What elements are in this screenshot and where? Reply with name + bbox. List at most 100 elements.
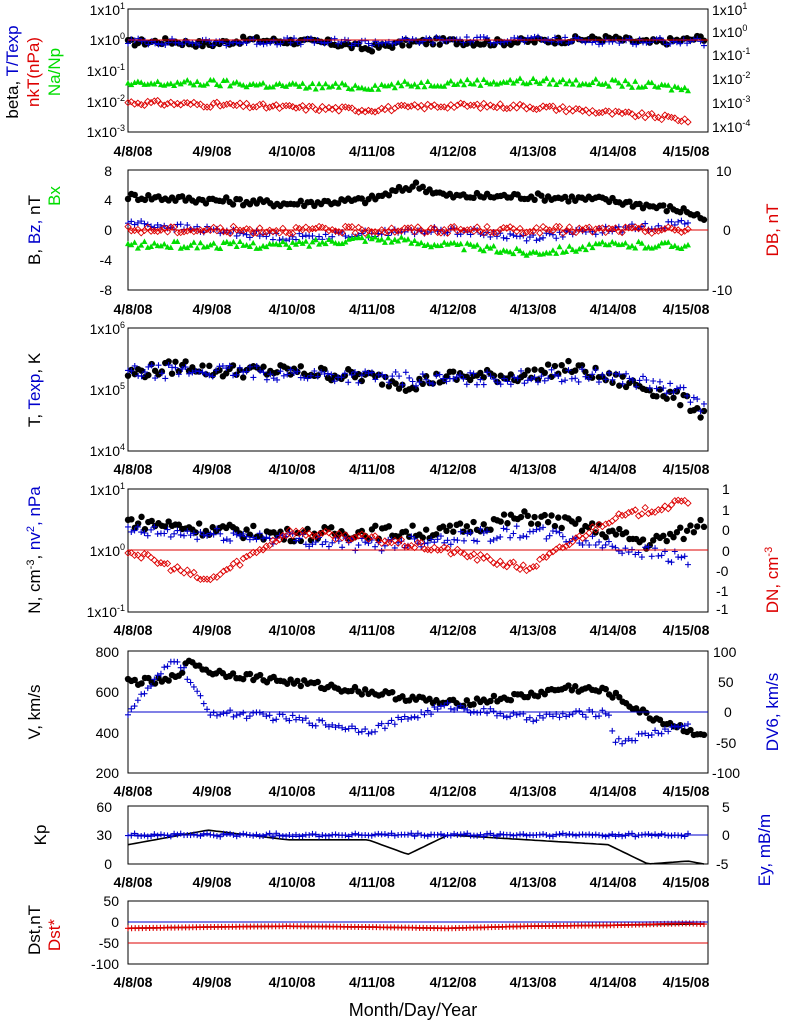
data-point-nkt-npa	[575, 105, 583, 113]
data-point-na-np	[615, 79, 622, 86]
p6-y-label: Kp	[31, 825, 50, 846]
data-point-na-np	[556, 78, 563, 85]
data-point-t-texp	[216, 38, 223, 45]
data-point-nv2	[197, 529, 204, 536]
data-point-dv6	[322, 721, 329, 728]
x-tick-label: 4/14/08	[590, 783, 637, 799]
data-point-dv6	[500, 713, 507, 720]
data-point-t-texp	[687, 38, 694, 45]
data-point-bx	[223, 238, 230, 245]
data-point-dv6	[246, 713, 253, 720]
data-point-bx	[230, 238, 237, 245]
data-point-t	[521, 371, 528, 379]
data-point-texp	[599, 371, 606, 378]
data-point-db	[582, 224, 590, 232]
data-point-t	[145, 371, 152, 379]
panel-5-left-ticks: 200 400 600 800	[96, 644, 120, 781]
x-tick-label: 4/8/08	[114, 143, 153, 159]
data-point-ey	[497, 830, 504, 837]
data-point-t-texp	[155, 41, 162, 48]
data-point-ey	[658, 830, 665, 837]
data-point-beta	[436, 41, 443, 48]
data-point-dv6	[273, 716, 280, 723]
data-point-bx	[312, 236, 319, 243]
p4-y-label: N, cm-3, nv2, nPa	[25, 486, 44, 614]
data-point-bz	[141, 220, 148, 227]
data-point-na-np	[372, 82, 379, 88]
data-point-t	[544, 361, 552, 368]
data-point-nkt-npa	[223, 100, 231, 108]
data-point-texp	[565, 367, 572, 374]
data-point-ey	[352, 830, 359, 837]
data-point-dv6	[671, 723, 678, 730]
data-point-ey	[612, 833, 619, 840]
data-point-nkt-npa	[470, 101, 478, 109]
data-point-texp	[433, 372, 440, 379]
data-point-v	[138, 680, 145, 687]
data-point-db	[180, 228, 188, 236]
data-point-bx	[579, 243, 586, 250]
x-tick-label: 4/12/08	[430, 783, 477, 799]
data-point-ey	[451, 830, 458, 837]
data-point-na-np	[332, 80, 339, 86]
data-point-dn	[177, 566, 185, 575]
data-point-n	[673, 529, 681, 536]
data-point-texp	[633, 383, 640, 390]
data-point-nv2	[263, 534, 270, 541]
data-point-na-np	[167, 80, 174, 87]
data-point-b	[124, 195, 132, 203]
data-point-dv6	[174, 658, 181, 665]
data-point-db	[417, 226, 425, 234]
data-point-dv6	[381, 725, 388, 732]
data-point-dn	[371, 532, 379, 540]
data-point-t-texp	[267, 39, 274, 46]
data-point-nkt-npa	[163, 100, 172, 108]
p5-right-tick: 100	[713, 644, 737, 660]
data-point-t	[199, 362, 206, 369]
x-tick-label: 4/10/08	[269, 783, 316, 799]
data-point-t-texp	[148, 38, 155, 45]
data-point-nv2	[579, 541, 586, 548]
data-point-v	[656, 716, 664, 724]
data-point-ey	[368, 832, 375, 839]
data-point-n	[311, 530, 318, 537]
data-point-nv2	[497, 533, 504, 540]
p5-left-tick: 600	[96, 684, 120, 700]
data-point-ey	[586, 831, 593, 838]
data-point-n	[165, 518, 172, 525]
data-point-bx	[424, 241, 431, 247]
data-point-nkt-npa	[427, 102, 435, 111]
data-point-bx	[194, 244, 201, 251]
data-point-t-texp	[257, 39, 264, 46]
data-point-db	[677, 228, 686, 236]
data-point-nkt-npa	[249, 103, 257, 111]
data-point-nv2	[500, 525, 507, 532]
data-point-na-np	[668, 87, 675, 93]
data-point-nkt-npa	[549, 102, 557, 110]
data-point-texp	[585, 375, 592, 382]
data-point-texp	[307, 372, 314, 379]
data-point-texp	[223, 365, 230, 372]
data-point-n	[409, 522, 416, 529]
data-point-dn	[219, 567, 228, 575]
data-point-dn	[315, 530, 323, 538]
data-point-ey	[602, 833, 609, 840]
data-point-dv6	[668, 723, 675, 730]
data-point-n	[402, 528, 410, 535]
p1-left-tick: 1x10-3	[87, 123, 125, 140]
data-point-nv2	[345, 539, 352, 546]
data-point-texp	[406, 374, 413, 381]
x-tick-label: 4/15/08	[663, 783, 710, 799]
data-point-na-np	[520, 79, 527, 86]
data-point-bx	[451, 239, 458, 246]
data-point-nkt-npa	[546, 102, 554, 110]
data-point-nkt-npa	[124, 99, 132, 107]
data-point-dv6	[223, 710, 230, 717]
data-point-nv2	[253, 536, 260, 543]
x-tick-label: 4/11/08	[349, 874, 395, 890]
data-point-dn	[325, 529, 333, 537]
data-point-dv6	[576, 707, 583, 714]
data-point-ey	[681, 833, 688, 840]
x-tick-label: 4/13/08	[510, 143, 557, 159]
data-point-na-np	[632, 78, 639, 84]
